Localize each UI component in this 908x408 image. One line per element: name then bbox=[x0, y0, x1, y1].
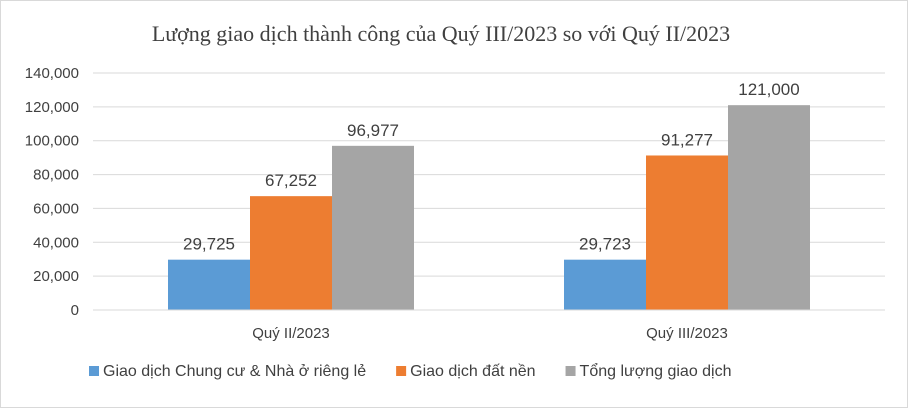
bar bbox=[728, 105, 810, 311]
y-tick-label: 20,000 bbox=[33, 268, 79, 285]
bar bbox=[564, 259, 646, 310]
y-tick-label: 120,000 bbox=[25, 99, 79, 116]
y-tick-label: 60,000 bbox=[33, 200, 79, 217]
bar bbox=[250, 196, 332, 310]
legend-label: Giao dịch Chung cư & Nhà ở riêng lẻ bbox=[103, 363, 366, 380]
y-tick-label: 0 bbox=[71, 302, 79, 319]
data-label: 121,000 bbox=[738, 80, 799, 99]
x-category-label: Quý III/2023 bbox=[646, 325, 728, 342]
y-tick-label: 100,000 bbox=[25, 133, 79, 150]
legend-label: Giao dịch đất nền bbox=[410, 363, 535, 380]
legend-swatch bbox=[396, 366, 407, 376]
data-label: 29,723 bbox=[579, 235, 631, 254]
data-label: 29,725 bbox=[183, 235, 235, 254]
bar bbox=[332, 145, 414, 310]
bar bbox=[646, 155, 728, 310]
y-tick-label: 140,000 bbox=[25, 65, 79, 82]
bars: 29,725 67,252 96,977 29,723 91,277 121,000 bbox=[168, 80, 810, 311]
chart-title: Lượng giao dịch thành công của Quý III/2… bbox=[152, 21, 730, 46]
data-label: 67,252 bbox=[265, 171, 317, 190]
data-label: 91,277 bbox=[661, 130, 713, 149]
legend: Giao dịch Chung cư & Nhà ở riêng lẻ Giao … bbox=[89, 362, 732, 380]
legend-label: Tổng lượng giao dịch bbox=[580, 362, 732, 380]
legend-swatch bbox=[89, 366, 99, 376]
bar bbox=[168, 259, 250, 310]
x-axis: Quý II/2023 Quý III/2023 bbox=[93, 309, 885, 342]
y-tick-label: 80,000 bbox=[33, 167, 79, 184]
y-tick-label: 40,000 bbox=[33, 234, 79, 251]
y-axis: 0 20,000 40,000 60,000 80,000 100,000 120,000 1… bbox=[25, 65, 79, 319]
data-label: 96,977 bbox=[347, 121, 399, 140]
x-category-label: Quý II/2023 bbox=[252, 325, 330, 342]
legend-swatch bbox=[565, 366, 576, 376]
